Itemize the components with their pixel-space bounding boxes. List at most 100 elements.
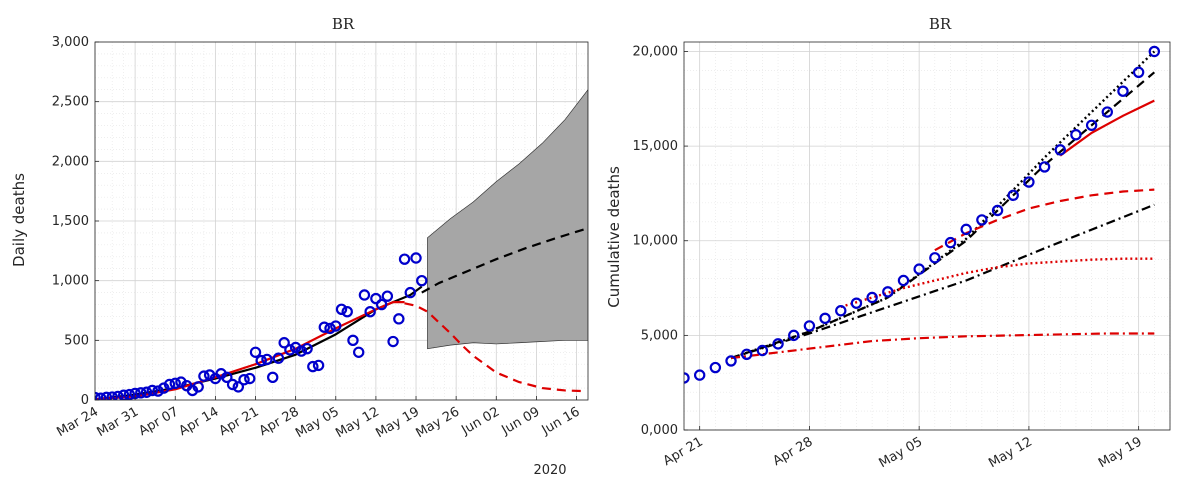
data-point: [693, 369, 706, 381]
data-point: [341, 305, 353, 318]
x-tick-label: Jun 09: [499, 404, 543, 438]
y-tick-label: 0: [81, 393, 89, 408]
data-point: [95, 392, 107, 400]
data-point: [324, 322, 336, 335]
data-point: [106, 391, 118, 400]
data-point: [1070, 129, 1082, 141]
data-point: [318, 321, 331, 333]
y-tick-label: 15,000: [633, 139, 679, 154]
data-point: [370, 292, 382, 305]
series-line-fit-dotted-red: [840, 257, 1155, 309]
data-point: [1007, 189, 1019, 202]
data-point: [255, 354, 267, 367]
data-point: [198, 370, 210, 382]
data-point: [278, 337, 290, 349]
series-line-projection: [421, 227, 588, 294]
x-tick-label: Jun 16: [539, 404, 583, 438]
data-point: [169, 377, 181, 389]
data-point: [1023, 176, 1035, 188]
data-point: [272, 352, 285, 364]
x-tick-label: May 05: [293, 404, 342, 441]
data-point: [146, 384, 159, 397]
y-tick-label: 10,000: [633, 234, 679, 249]
data-point: [788, 329, 800, 342]
data-point: [741, 348, 753, 360]
data-point: [410, 252, 422, 264]
y-tick-label: 5,000: [641, 328, 678, 343]
data-point: [398, 253, 411, 265]
data-point: [803, 320, 816, 332]
y-tick-label: 2,000: [52, 154, 89, 169]
data-point: [960, 223, 972, 236]
data-point: [387, 335, 399, 348]
data-point: [1101, 106, 1113, 118]
data-point: [381, 290, 394, 302]
x-tick-label: Apr 14: [176, 404, 221, 439]
plot-area: [684, 42, 1170, 430]
data-point: [1038, 161, 1051, 173]
year-label: 2020: [533, 463, 566, 478]
data-point: [835, 305, 847, 317]
y-tick-label: 1,500: [52, 214, 89, 229]
data-point: [330, 320, 342, 332]
x-tick-label: May 19: [373, 404, 422, 441]
data-point: [404, 286, 416, 299]
data-point: [335, 303, 348, 316]
data-point: [267, 371, 279, 384]
data-point: [112, 390, 124, 400]
y-tick-label: 500: [64, 333, 89, 348]
data-point: [284, 344, 296, 356]
data-point: [244, 372, 256, 385]
data-point: [100, 391, 113, 400]
data-point: [1117, 85, 1129, 97]
data-point: [913, 263, 925, 275]
data-point: [725, 355, 737, 367]
x-tick-label: May 05: [876, 434, 925, 471]
y-tick-label: 2,500: [52, 95, 89, 110]
series-line-fit-solid-red: [1059, 99, 1155, 157]
data-point: [772, 338, 784, 350]
x-tick-label: Apr 21: [661, 434, 706, 469]
data-point: [295, 345, 308, 357]
data-point: [364, 305, 376, 318]
data-point: [976, 214, 988, 226]
data-point: [756, 344, 769, 357]
data-point: [393, 313, 405, 325]
data-point: [307, 360, 319, 373]
data-point: [152, 385, 164, 397]
data-point: [1148, 45, 1161, 58]
x-tick-label: Apr 21: [217, 404, 262, 439]
data-point: [249, 346, 262, 358]
data-point: [709, 361, 722, 374]
series-line-fit-dashed-black: [730, 71, 1156, 360]
data-point: [261, 353, 273, 366]
data-point: [866, 291, 878, 304]
data-point: [163, 378, 176, 391]
data-point: [352, 346, 365, 358]
data-point: [140, 386, 153, 398]
x-tick-label: Mar 31: [94, 404, 141, 440]
data-point: [123, 388, 136, 400]
series-line-fit-dashdot-red: [730, 332, 1155, 360]
data-point: [1085, 119, 1098, 131]
y-axis-label: Daily deaths: [10, 173, 28, 267]
x-tick-label: Mar 24: [54, 404, 101, 440]
data-point: [301, 342, 313, 355]
data-point: [991, 204, 1004, 217]
axes-box: [683, 41, 1171, 431]
data-point: [226, 378, 239, 391]
y-axis-label: Cumulative deaths: [605, 166, 623, 308]
data-point: [347, 334, 359, 347]
plot-content: [95, 89, 588, 400]
chart-title: BR: [929, 15, 952, 33]
daily-deaths-chart: BR Daily deaths 2020 0 500 1,000 1,500 2,000…: [10, 15, 589, 478]
data-point: [416, 274, 428, 287]
x-tick-label: May 19: [1096, 434, 1145, 471]
x-tick-label: Apr 28: [257, 404, 302, 439]
data-point: [135, 387, 147, 399]
data-point: [897, 274, 910, 287]
x-tick-label: Jun 02: [458, 404, 502, 438]
data-point: [929, 252, 941, 264]
data-point: [1054, 144, 1066, 156]
